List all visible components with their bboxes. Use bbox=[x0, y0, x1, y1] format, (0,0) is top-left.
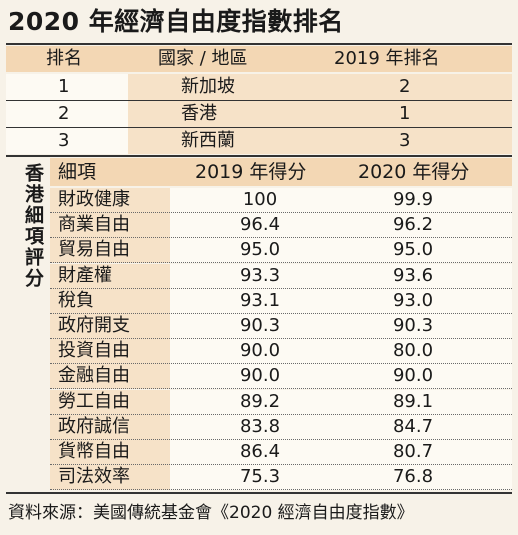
score-2019: 93.3 bbox=[239, 264, 281, 286]
detail-item-label: 政府開支 bbox=[58, 315, 130, 336]
score-2020: 95.0 bbox=[392, 239, 434, 261]
score-2020: 93.6 bbox=[392, 264, 434, 286]
ranking-rank: 3 bbox=[58, 130, 70, 151]
detail-item-label: 投資自由 bbox=[58, 340, 130, 362]
table-row: 商業自由 96.4 96.2 bbox=[50, 213, 512, 239]
score-2020: 99.9 bbox=[392, 189, 434, 210]
score-2020: 89.1 bbox=[392, 390, 434, 412]
ranking-row: 1 新加坡 2 bbox=[6, 74, 512, 100]
table-row: 財政健康 100 99.9 bbox=[50, 188, 512, 213]
table-row: 貨幣自由 86.4 80.7 bbox=[50, 440, 512, 465]
detail-item-label: 稅負 bbox=[58, 289, 94, 311]
score-2019: 86.4 bbox=[239, 441, 281, 462]
score-2019: 90.0 bbox=[239, 340, 281, 362]
score-2020: 90.3 bbox=[392, 315, 434, 336]
detail-item-label: 政府誠信 bbox=[58, 415, 130, 437]
title-divider bbox=[6, 43, 512, 45]
score-2020: 76.8 bbox=[392, 466, 434, 488]
score-2020: 80.0 bbox=[392, 340, 434, 362]
row-divider bbox=[6, 100, 512, 101]
row-divider bbox=[6, 127, 512, 128]
detail-side-label: 香港細項評分 bbox=[22, 163, 44, 289]
score-2019: 90.3 bbox=[239, 315, 281, 336]
ranking-prev: 2 bbox=[399, 76, 411, 97]
detail-header-2020: 2020 年得分 bbox=[358, 161, 470, 183]
bottom-divider bbox=[6, 492, 512, 494]
section-divider bbox=[6, 155, 512, 157]
score-2019: 95.0 bbox=[239, 239, 281, 261]
page-title: 2020 年經濟自由度指數排名 bbox=[8, 7, 344, 36]
ranking-row: 2 香港 1 bbox=[6, 101, 512, 127]
ranking-header-rank: 排名 bbox=[46, 48, 82, 69]
ranking-place: 新西蘭 bbox=[181, 130, 235, 151]
ranking-prev: 3 bbox=[399, 130, 411, 151]
score-2020: 96.2 bbox=[392, 214, 434, 236]
detail-header-row: 細項 2019 年得分 2020 年得分 bbox=[50, 158, 512, 186]
score-2019: 96.4 bbox=[239, 214, 281, 236]
score-2019: 100 bbox=[242, 189, 278, 210]
table-row: 投資自由 90.0 80.0 bbox=[50, 339, 512, 365]
detail-item-label: 勞工自由 bbox=[58, 390, 130, 412]
table-row: 金融自由 90.0 90.0 bbox=[50, 364, 512, 390]
ranking-rank: 2 bbox=[58, 103, 70, 124]
table-row: 政府誠信 83.8 84.7 bbox=[50, 414, 512, 440]
ranking-header-place: 國家 / 地區 bbox=[158, 48, 248, 69]
score-2020: 93.0 bbox=[392, 289, 434, 311]
detail-item-label: 貨幣自由 bbox=[58, 441, 130, 462]
detail-item-label: 財產權 bbox=[58, 264, 112, 286]
detail-header-2019: 2019 年得分 bbox=[195, 161, 307, 183]
table-row: 稅負 93.1 93.0 bbox=[50, 288, 512, 314]
score-2020: 84.7 bbox=[392, 415, 434, 437]
source-note: 資料來源：美國傳統基金會《2020 經濟自由度指數》 bbox=[8, 503, 414, 523]
detail-item-label: 金融自由 bbox=[58, 365, 130, 387]
score-2019: 83.8 bbox=[239, 415, 281, 437]
score-2020: 80.7 bbox=[392, 441, 434, 462]
ranking-place: 新加坡 bbox=[181, 76, 235, 97]
table-row: 司法效率 75.3 76.8 bbox=[50, 465, 512, 491]
detail-item-label: 貿易自由 bbox=[58, 239, 130, 261]
score-2019: 89.2 bbox=[239, 390, 281, 412]
table-row: 財產權 93.3 93.6 bbox=[50, 263, 512, 289]
score-2020: 90.0 bbox=[392, 365, 434, 387]
ranking-rank: 1 bbox=[58, 76, 70, 97]
ranking-header-row: 排名 國家 / 地區 2019 年排名 bbox=[6, 46, 512, 72]
score-2019: 93.1 bbox=[239, 289, 281, 311]
detail-header-item: 細項 bbox=[58, 161, 97, 183]
table-row: 貿易自由 95.0 95.0 bbox=[50, 238, 512, 264]
score-2019: 75.3 bbox=[239, 466, 281, 488]
ranking-row: 3 新西蘭 3 bbox=[6, 128, 512, 154]
ranking-prev: 1 bbox=[399, 103, 411, 124]
detail-item-label: 財政健康 bbox=[58, 189, 130, 210]
score-2019: 90.0 bbox=[239, 365, 281, 387]
ranking-header-prev: 2019 年排名 bbox=[334, 48, 440, 69]
detail-item-label: 商業自由 bbox=[58, 214, 130, 236]
detail-item-label: 司法效率 bbox=[58, 466, 130, 488]
table-row: 政府開支 90.3 90.3 bbox=[50, 314, 512, 339]
ranking-place: 香港 bbox=[181, 103, 217, 124]
table-row: 勞工自由 89.2 89.1 bbox=[50, 389, 512, 415]
